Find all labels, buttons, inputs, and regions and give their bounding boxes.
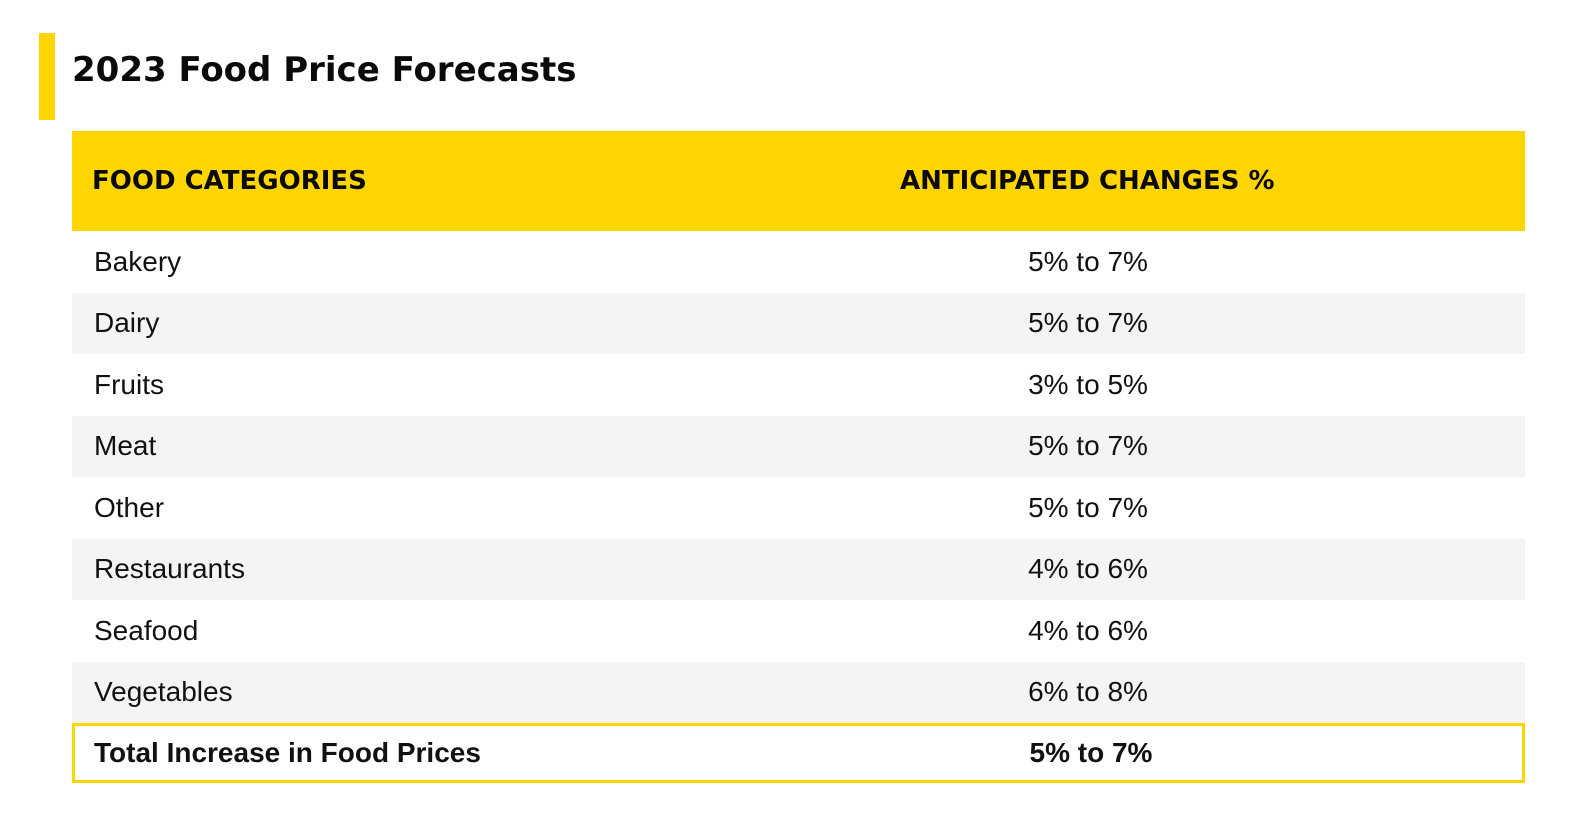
table-row: Dairy 5% to 7% [72,292,1525,354]
category-cell: Restaurants [94,553,245,585]
title-accent-bar [39,33,55,120]
category-cell: Seafood [94,614,199,646]
change-cell: 5% to 7% [1028,307,1148,339]
header-anticipated-changes: ANTICIPATED CHANGES % [900,166,1275,196]
table-row: Vegetables 6% to 8% [72,661,1525,723]
table-header: FOOD CATEGORIES ANTICIPATED CHANGES % [72,131,1525,231]
total-label: Total Increase in Food Prices [94,737,481,768]
total-row: Total Increase in Food Prices 5% to 7% [72,723,1525,783]
header-food-categories: FOOD CATEGORIES [92,166,367,196]
category-cell: Bakery [94,245,182,277]
table-row: Fruits 3% to 5% [72,354,1525,416]
category-cell: Meat [94,430,157,462]
change-cell: 4% to 6% [1028,553,1148,585]
table-row: Restaurants 4% to 6% [72,538,1525,600]
table-row: Seafood 4% to 6% [72,600,1525,662]
category-cell: Vegetables [94,676,233,708]
change-cell: 5% to 7% [1028,491,1148,523]
table-row: Other 5% to 7% [72,477,1525,539]
change-cell: 3% to 5% [1028,368,1148,400]
category-cell: Dairy [94,307,160,339]
category-cell: Other [94,491,165,523]
table-row: Bakery 5% to 7% [72,231,1525,293]
change-cell: 6% to 8% [1028,676,1148,708]
category-cell: Fruits [94,368,164,400]
table-row: Meat 5% to 7% [72,415,1525,477]
change-cell: 5% to 7% [1028,245,1148,277]
page-title: 2023 Food Price Forecasts [72,50,577,90]
change-cell: 5% to 7% [1028,430,1148,462]
forecast-table: FOOD CATEGORIES ANTICIPATED CHANGES % Ba… [72,131,1525,783]
change-cell: 4% to 6% [1028,614,1148,646]
